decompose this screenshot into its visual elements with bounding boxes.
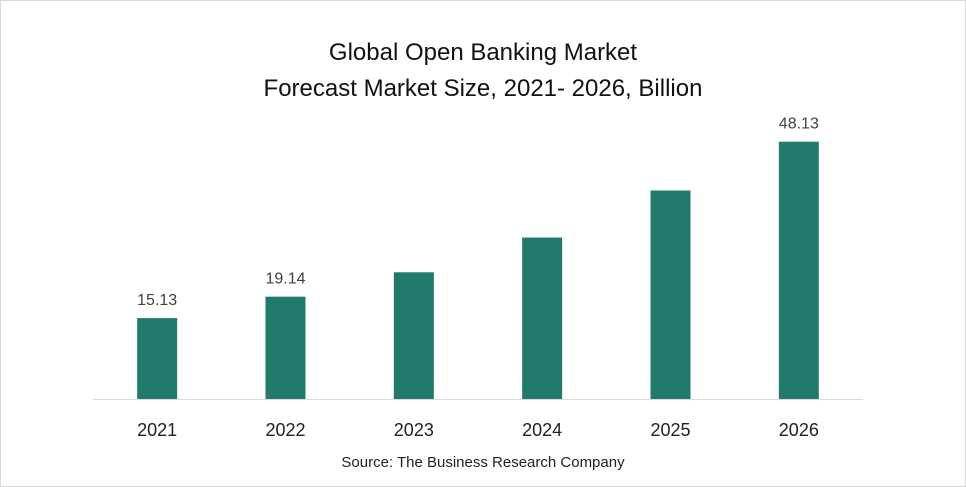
bar-2021 <box>137 318 178 399</box>
bars-group <box>137 141 819 399</box>
data-label: 48.13 <box>779 116 819 133</box>
bar-2022 <box>265 296 306 399</box>
data-label: 19.14 <box>265 271 305 288</box>
source-note: Source: The Business Research Company <box>341 454 625 471</box>
bar-2025 <box>650 190 691 399</box>
data-label: 15.13 <box>137 292 177 309</box>
x-tick-label: 2026 <box>779 420 819 440</box>
data-labels: 15.13 19.14 48.13 <box>137 116 819 309</box>
bar-2023 <box>393 272 434 399</box>
x-tick-labels: 2021 2022 2023 2024 2025 2026 <box>137 420 819 440</box>
bar-2026 <box>778 141 819 399</box>
x-tick-label: 2021 <box>137 420 177 440</box>
x-tick-label: 2025 <box>650 420 690 440</box>
chart-title: Global Open Banking Market <box>328 39 638 66</box>
chart-subtitle: Forecast Market Size, 2021- 2026, Billio… <box>263 75 703 102</box>
bar-2024 <box>522 237 563 399</box>
x-tick-label: 2022 <box>265 420 305 440</box>
x-tick-label: 2024 <box>522 420 562 440</box>
x-tick-label: 2023 <box>394 420 434 440</box>
